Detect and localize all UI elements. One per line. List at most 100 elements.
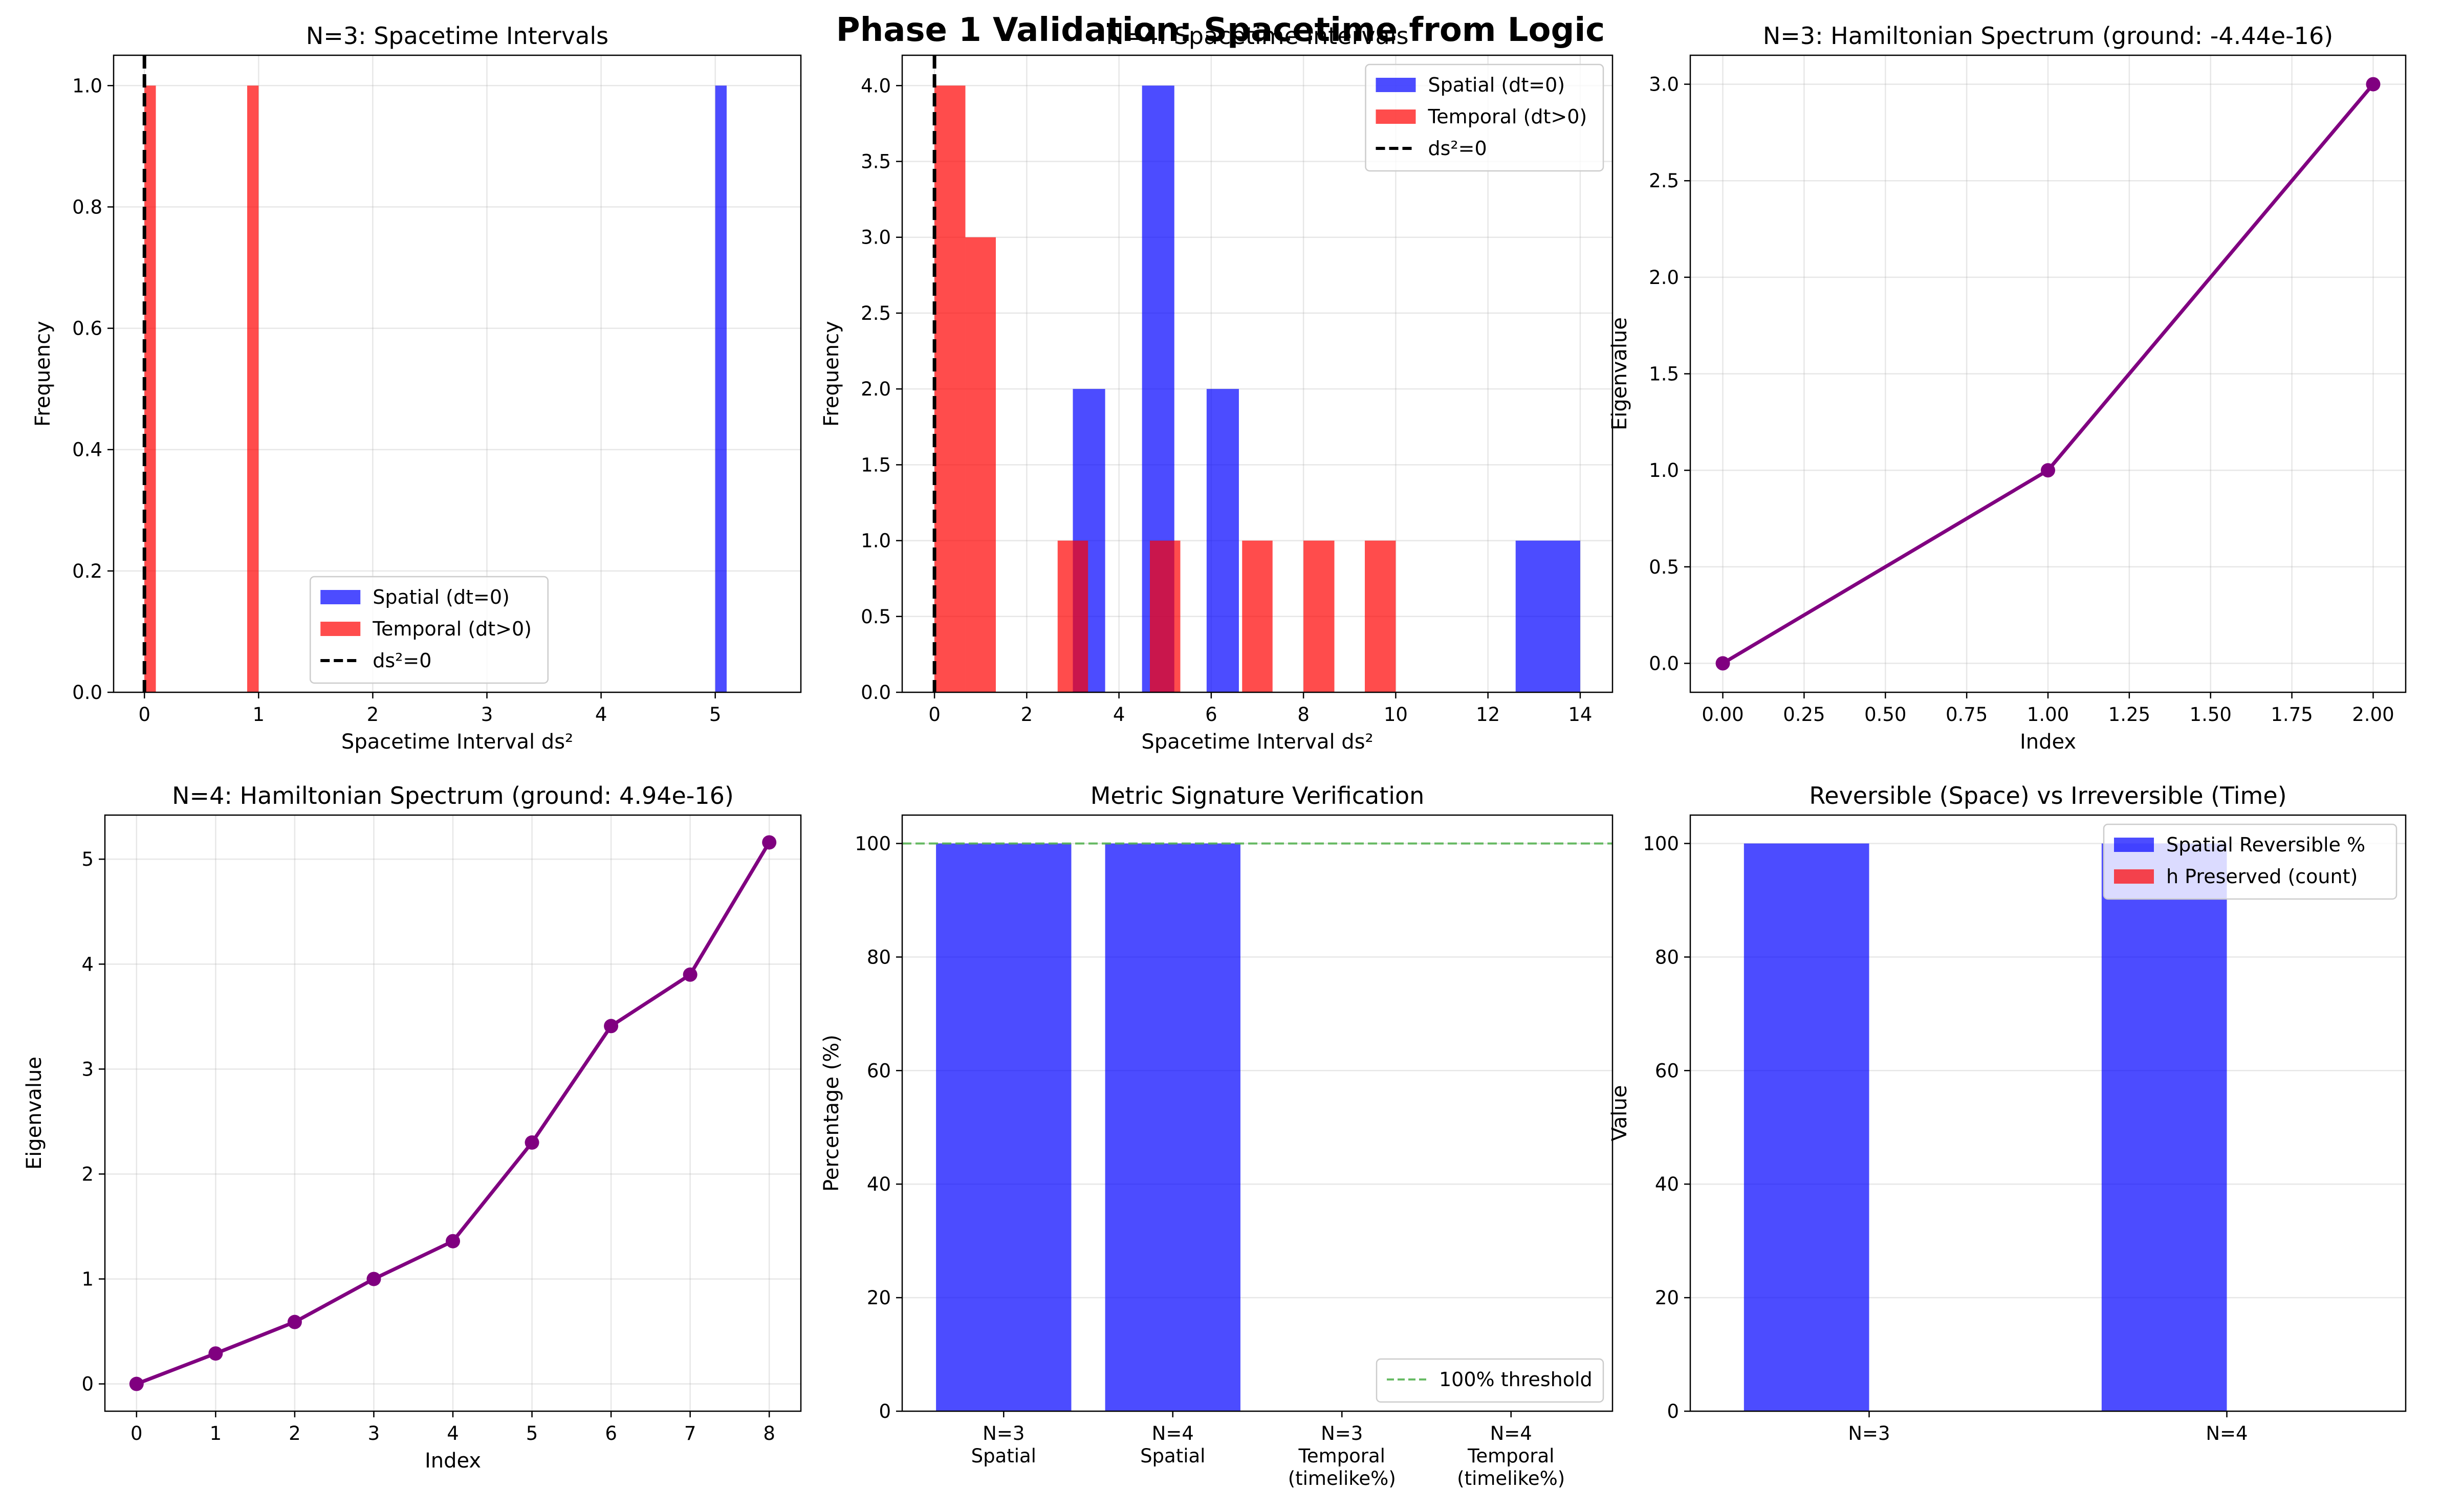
legend-swatch [320,622,361,636]
x-axis-label: Spacetime Interval ds² [1141,730,1373,754]
subplot-6: Reversible (Space) vs Irreversible (Time… [1608,782,2407,1444]
y-tick-label: 0.6 [72,318,102,340]
bar [2101,843,2227,1411]
y-tick-label: 1 [81,1268,94,1290]
y-axis-label: Eigenvalue [23,1057,46,1170]
y-axis-label: Frequency [31,321,55,427]
legend-label: Spatial Reversible % [2166,834,2365,856]
subplot-title: N=4: Spacetime Intervals [1106,22,1408,50]
y-tick-label: 4 [81,953,94,975]
x-tick-label: 0.50 [1864,704,1906,726]
y-tick-label: 0 [1667,1400,1679,1422]
histogram-bar [1149,540,1181,692]
eigenvalue-point [287,1314,302,1329]
x-tick-label: 3 [481,704,493,726]
y-tick-label: 3.0 [1649,74,1679,96]
legend-label: ds²=0 [1428,137,1487,160]
legend-label: 100% threshold [1439,1368,1593,1391]
legend-item: Spatial Reversible % [2114,834,2365,856]
x-tick-label: 10 [1384,704,1408,726]
eigenvalue-point [366,1272,381,1286]
y-tick-label: 0.5 [861,606,891,628]
y-tick-label: 0.4 [72,439,102,461]
x-tick-label: 1 [210,1422,222,1444]
y-tick-label: 80 [1655,946,1679,968]
y-tick-label: 2.5 [1649,170,1679,192]
eigenvalue-point [446,1234,460,1248]
subplot-title: Metric Signature Verification [1091,782,1425,809]
legend-swatch [1376,109,1416,124]
axes-frame [1689,814,2407,1412]
y-tick-label: 60 [867,1060,891,1082]
histogram-bar [1365,540,1396,692]
y-tick-label: 0.5 [1649,556,1679,578]
x-tick-label: 1.75 [2271,704,2313,726]
axes-frame [901,814,1614,1412]
x-tick-label: 7 [684,1422,696,1444]
legend: Spatial (dt=0) Temporal (dt>0) ds²=0 [1365,63,1604,172]
y-tick-label: 1.5 [861,454,891,476]
legend-item: Temporal (dt>0) [1376,105,1587,128]
y-tick-label: 0.0 [1649,652,1679,674]
x-tick-label: 0.00 [1702,704,1743,726]
x-tick-label: 4 [595,704,607,726]
x-tick-label: N=3 Temporal (timelike%) [1288,1422,1396,1489]
y-tick-label: 1.0 [1649,459,1679,481]
y-tick-label: 100 [1643,832,1679,854]
x-tick-label: 0.25 [1783,704,1825,726]
histogram-bar [144,85,156,692]
x-tick-label: N=3 Spatial [971,1422,1036,1467]
x-tick-label: 2 [289,1422,301,1444]
y-tick-label: 100 [855,832,891,854]
x-axis-label: Index [425,1449,481,1473]
histogram-bar [1206,389,1239,692]
histogram-bar [1057,540,1088,692]
x-tick-label: 14 [1568,704,1592,726]
legend: 100% threshold [1376,1358,1604,1403]
figure-title: Phase 1 Validation: Spacetime from Logic [836,11,1605,49]
x-axis-label: Spacetime Interval ds² [341,730,573,754]
eigenvalue-point [2041,463,2055,478]
eigenvalue-point [525,1135,539,1150]
y-tick-label: 0.2 [72,560,102,582]
eigenvalue-point [762,835,777,850]
y-tick-label: 1.0 [72,75,102,97]
axes-frame [104,814,802,1412]
legend-label: Spatial (dt=0) [1428,74,1565,96]
x-tick-label: 4 [447,1422,459,1444]
legend-item: Spatial (dt=0) [1376,74,1565,96]
y-tick-label: 0 [81,1373,94,1395]
x-tick-label: 1.00 [2027,704,2069,726]
x-tick-label: 2.00 [2352,704,2394,726]
legend-label: Spatial (dt=0) [373,586,510,608]
axes-frame [901,54,1614,693]
histogram-bar [934,85,966,692]
eigenvalue-point [683,967,698,982]
y-tick-label: 40 [867,1173,891,1195]
y-tick-label: 3.0 [861,227,891,249]
bar [1743,843,1869,1411]
y-tick-label: 1.5 [1649,363,1679,385]
x-tick-label: 5 [709,704,722,726]
legend-swatch [320,590,361,604]
y-tick-label: 3 [81,1058,94,1080]
axes-frame [113,54,802,693]
subplot-2: N=4: Spacetime Intervals Frequency Spaceti… [820,22,1614,754]
axes-frame [1689,54,2407,693]
y-tick-label: 1.0 [861,530,891,552]
y-axis-label: Frequency [820,321,843,427]
y-tick-label: 3.5 [861,151,891,173]
legend-swatch [2114,838,2154,852]
y-tick-label: 40 [1655,1173,1679,1195]
legend-frame [310,576,549,684]
x-tick-label: 0 [130,1422,143,1444]
legend-item: Temporal (dt>0) [320,618,532,640]
series-temporal-dt-0- [934,85,1396,692]
x-tick-label: 6 [1205,704,1217,726]
bar [936,843,1072,1411]
y-tick-label: 0 [879,1400,891,1422]
x-tick-label: N=4 Spatial [1140,1422,1205,1467]
y-axis-label: Value [1608,1085,1631,1142]
subplot-title: N=4: Hamiltonian Spectrum (ground: 4.94e… [172,782,734,809]
